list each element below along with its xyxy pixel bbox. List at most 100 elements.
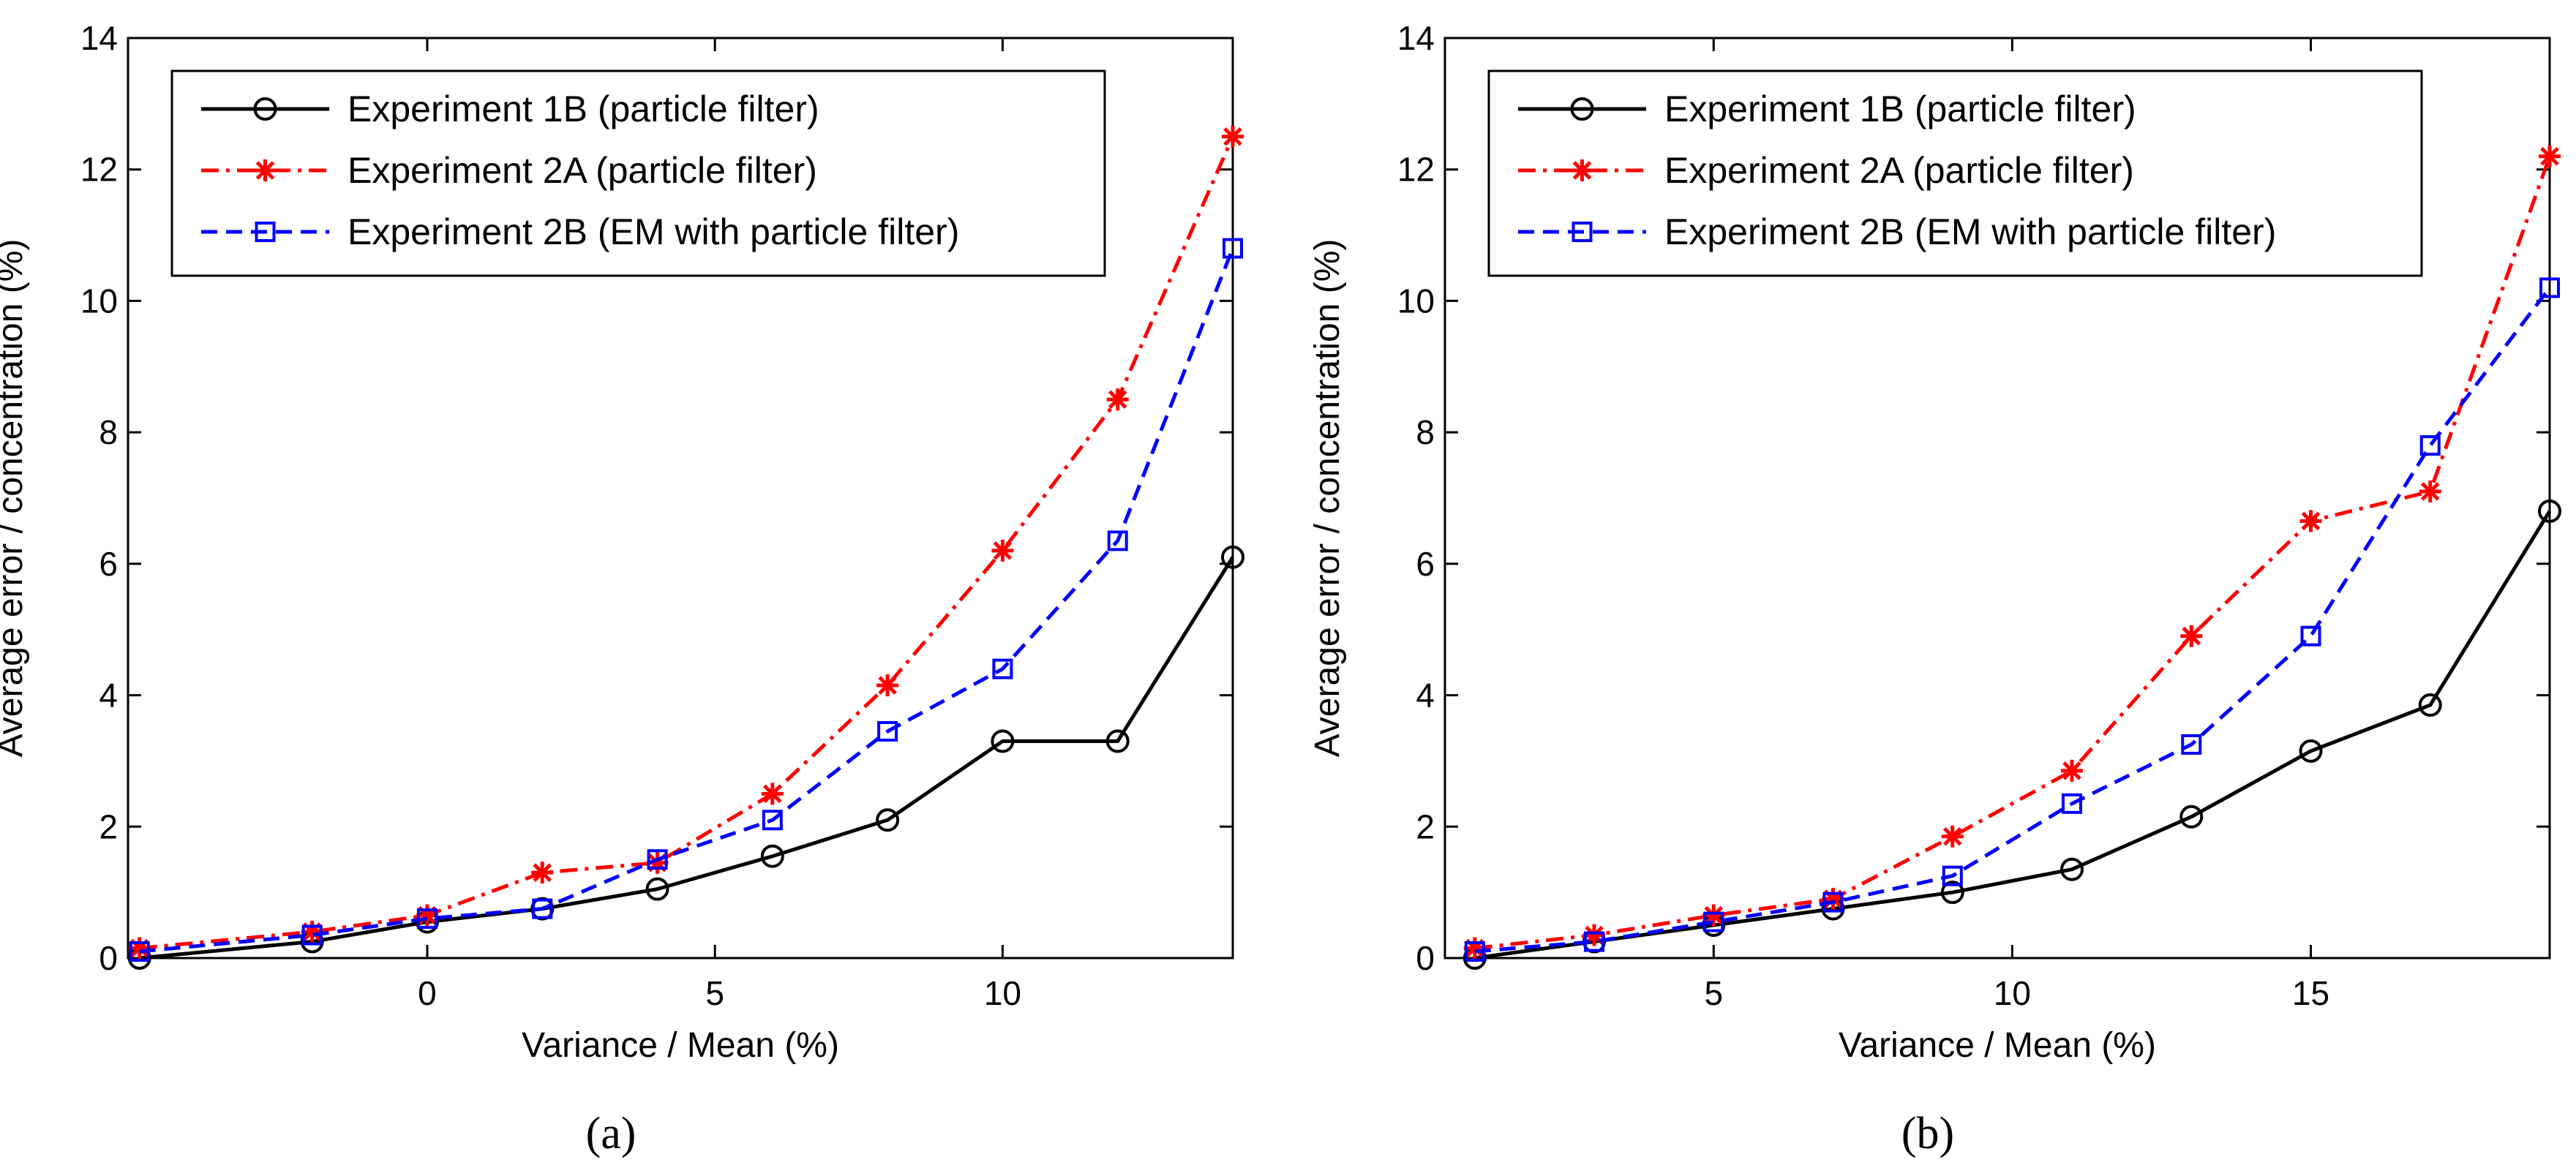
p0-data-point-1 — [646, 851, 669, 874]
p1-data-point-1 — [2180, 625, 2203, 647]
p0-y-tick-label: 14 — [80, 19, 118, 57]
p0-data-point-1 — [128, 937, 151, 960]
p0-data-point-1 — [1222, 125, 1244, 148]
p1-data-point-1 — [1941, 825, 1964, 848]
p0-data-point-2 — [129, 941, 150, 962]
p1-data-point-0 — [2418, 693, 2442, 717]
p0-legend-label-1: Experiment 2A (particle filter) — [348, 150, 817, 191]
p0-x-tick-label: 0 — [418, 974, 437, 1012]
p1-y-tick-label: 10 — [1397, 282, 1435, 320]
p1-x-axis-label: Variance / Mean (%) — [1839, 1026, 2156, 1065]
p1-data-point-1 — [1463, 937, 1486, 960]
p0-y-tick-label: 12 — [80, 151, 118, 189]
p1-y-tick-label: 14 — [1397, 19, 1435, 57]
p1-series-2 — [1464, 277, 2560, 962]
p1-data-point-1 — [2299, 510, 2322, 532]
p1-legend-marker-1 — [1571, 159, 1593, 181]
p1-legend: Experiment 1B (particle filter) Experimen… — [1487, 69, 2423, 277]
p1-legend-marker-2 — [1571, 222, 1593, 242]
p0-legend-marker-0 — [253, 97, 277, 121]
p0-data-point-0 — [991, 729, 1015, 753]
p0-series-line-0 — [139, 556, 1235, 960]
p0-y-tick-label: 8 — [99, 413, 118, 451]
p0-data-point-0 — [1221, 545, 1244, 569]
p0-data-point-0 — [645, 877, 669, 901]
p0-x-tick-label: 5 — [705, 974, 724, 1012]
chart-panel-a: 0 2 4 6 8 10 12 14 0 5 10 Variance / Mean (%) Averag… — [0, 19, 1244, 1065]
p1-series-line-2 — [1474, 286, 2551, 954]
p1-legend-label-1: Experiment 2A (particle filter) — [1664, 150, 2134, 191]
p1-x-tick-label: 5 — [1705, 974, 1724, 1012]
p0-data-point-2 — [301, 924, 323, 946]
p1-data-point-1 — [1822, 888, 1844, 911]
p1-legend-label-2: Experiment 2B (EM with particle filter) — [1664, 211, 2276, 252]
p1-data-point-2 — [2419, 435, 2441, 456]
p0-data-point-1 — [991, 539, 1014, 562]
p1-data-point-2 — [2300, 625, 2321, 647]
p1-data-point-2 — [1584, 931, 1605, 952]
p1-y-tick-label: 8 — [1416, 413, 1435, 451]
p1-data-point-0 — [2179, 804, 2204, 829]
p0-legend-box — [170, 69, 1106, 277]
p0-data-point-2 — [1107, 530, 1128, 551]
p0-x-tick-label: 10 — [984, 974, 1021, 1012]
chart-panel-b: 0 2 4 6 8 10 12 14 5 10 15 Variance / Mean (%) Avera… — [1308, 19, 2561, 1065]
p0-data-point-2 — [1223, 238, 1243, 259]
p0-x-axis-label: Variance / Mean (%) — [522, 1026, 839, 1065]
p1-data-point-2 — [1822, 892, 1844, 913]
p1-y-tick-label: 0 — [1416, 939, 1435, 977]
caption-a: (a) — [586, 1109, 637, 1158]
p1-x-tick-label: 10 — [1994, 974, 2031, 1012]
p0-y-tick-label: 0 — [99, 939, 118, 977]
p0-series-line-2 — [139, 247, 1235, 954]
p1-data-point-0 — [2538, 499, 2561, 523]
p1-y-tick-label: 2 — [1416, 807, 1435, 845]
p0-legend-marker-2 — [255, 222, 276, 242]
p1-data-point-1 — [2061, 759, 2084, 782]
p1-data-point-2 — [1703, 911, 1724, 932]
p0-legend-label-2: Experiment 2B (EM with particle filter) — [348, 211, 959, 252]
p1-data-point-2 — [1942, 865, 1963, 886]
p0-legend-label-0: Experiment 1B (particle filter) — [348, 88, 819, 129]
p1-legend-box — [1487, 69, 2423, 277]
p1-y-tick-label: 12 — [1397, 151, 1435, 189]
p0-y-tick-label: 2 — [99, 807, 118, 845]
p1-series-1 — [1463, 145, 2561, 960]
p1-data-point-0 — [2299, 739, 2323, 763]
p1-data-point-0 — [1940, 881, 1964, 905]
p1-data-point-1 — [1583, 924, 1606, 946]
p0-data-point-2 — [647, 849, 668, 870]
p0-series-line-1 — [139, 135, 1235, 951]
p0-legend: Experiment 1B (particle filter) Experimen… — [170, 69, 1106, 277]
p1-x-tick-label: 15 — [2292, 974, 2329, 1012]
p0-data-point-1 — [876, 674, 899, 697]
p0-series-1 — [128, 125, 1244, 960]
p0-data-point-1 — [531, 862, 554, 884]
p1-data-point-2 — [2181, 734, 2202, 755]
p0-y-tick-label: 4 — [99, 676, 118, 715]
p1-data-point-0 — [2060, 857, 2084, 881]
p1-legend-label-0: Experiment 1B (particle filter) — [1664, 88, 2136, 129]
p1-data-point-1 — [1702, 904, 1725, 927]
p0-data-point-1 — [301, 921, 323, 943]
p0-legend-marker-1 — [254, 159, 277, 181]
p1-data-point-2 — [2539, 277, 2560, 298]
p0-data-point-2 — [877, 720, 898, 742]
p0-y-axis-label: Average error / concentration (%) — [0, 239, 30, 758]
p0-data-point-2 — [762, 810, 783, 831]
p0-data-point-1 — [1106, 388, 1129, 411]
p1-series-line-1 — [1474, 155, 2552, 951]
p0-data-point-2 — [416, 908, 438, 930]
p1-y-tick-label: 6 — [1416, 545, 1435, 583]
p0-data-point-1 — [416, 904, 438, 927]
p1-y-axis-label: Average error / concentration (%) — [1308, 239, 1347, 758]
p1-data-point-2 — [2062, 793, 2083, 814]
p0-y-tick-label: 10 — [80, 282, 118, 320]
p1-data-point-1 — [2419, 480, 2441, 503]
p0-data-point-2 — [992, 658, 1013, 679]
p1-data-point-1 — [2539, 145, 2561, 167]
p0-y-tick-label: 6 — [99, 545, 118, 583]
p0-data-point-2 — [532, 898, 553, 919]
p0-data-point-0 — [1105, 729, 1130, 753]
